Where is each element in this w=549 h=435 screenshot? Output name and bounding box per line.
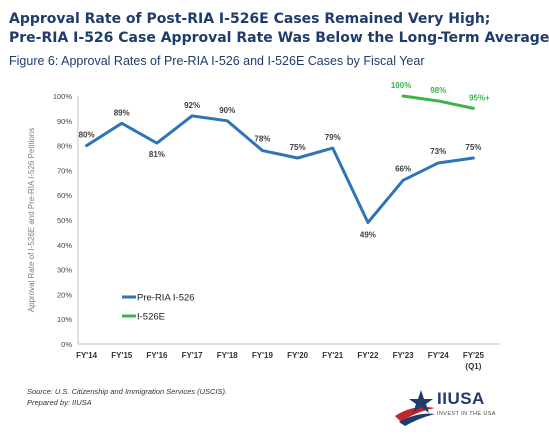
x-tick-label: FY'14 xyxy=(76,351,98,360)
x-tick-label: FY'25 xyxy=(463,351,485,360)
y-tick-label: 90% xyxy=(57,117,72,126)
headline-line-2: Pre-RIA I-526 Case Approval Rate Was Bel… xyxy=(9,30,549,46)
x-tick-label: FY'23 xyxy=(393,351,415,360)
data-label: 98% xyxy=(430,86,446,95)
data-label: 80% xyxy=(79,131,95,140)
data-label: 92% xyxy=(184,101,200,110)
y-tick-label: 60% xyxy=(57,191,72,200)
y-tick-label: 0% xyxy=(61,340,72,349)
figure-subtitle: Figure 6: Approval Rates of Pre-RIA I-52… xyxy=(9,54,425,68)
prepared-by-line: Prepared by: IIUSA xyxy=(27,398,92,407)
y-tick-label: 80% xyxy=(57,142,72,151)
y-tick-label: 50% xyxy=(57,216,72,225)
x-tick-label: FY'22 xyxy=(357,351,379,360)
data-label: 100% xyxy=(391,81,411,90)
legend-label-pre-ria-i-526: Pre-RIA I-526 xyxy=(137,293,195,304)
iiusa-logo: IIUSA INVEST IN THE USA xyxy=(391,386,541,430)
x-tick-label: FY'21 xyxy=(322,351,344,360)
series-line-pre-ria-i-526 xyxy=(85,114,475,224)
x-tick-label: FY'19 xyxy=(252,351,274,360)
y-tick-label: 40% xyxy=(57,241,72,250)
data-label: 49% xyxy=(360,230,376,239)
source-line: Source: U.S. Citizenship and Immigration… xyxy=(27,387,228,396)
data-label: 78% xyxy=(254,135,270,144)
data-label: 79% xyxy=(325,133,341,142)
x-tick-label: FY'18 xyxy=(217,351,239,360)
y-tick-label: 100% xyxy=(53,92,73,101)
logo-tagline: INVEST IN THE USA xyxy=(437,411,496,417)
y-tick-label: 30% xyxy=(57,266,72,275)
y-tick-label: 70% xyxy=(57,166,72,175)
data-label: 95%+ xyxy=(469,93,490,102)
data-label: 90% xyxy=(219,106,235,115)
legend-label-i-526e: I-526E xyxy=(137,312,165,323)
x-tick-label: FY'16 xyxy=(146,351,168,360)
data-label: 81% xyxy=(149,150,165,159)
headline-line-1: Approval Rate of Post-RIA I-526E Cases R… xyxy=(9,11,491,27)
star-swoosh-icon xyxy=(395,390,435,426)
x-tick-label: FY'24 xyxy=(428,351,450,360)
x-tick-label: FY'20 xyxy=(287,351,309,360)
data-label: 66% xyxy=(395,164,411,173)
x-tick-sublabel: (Q1) xyxy=(465,362,481,371)
source-note: Source: U.S. Citizenship and Immigration… xyxy=(27,386,227,408)
series-line-i-526e xyxy=(401,94,475,110)
y-tick-label: 10% xyxy=(57,315,72,324)
x-tick-label: FY'17 xyxy=(182,351,204,360)
logo-wordmark: IIUSA xyxy=(437,389,485,408)
data-label: 75% xyxy=(290,143,306,152)
y-tick-label: 20% xyxy=(57,290,72,299)
headline: Approval Rate of Post-RIA I-526E Cases R… xyxy=(9,10,549,48)
y-axis-title: Approval Rate of I-526E and Pre-RIA I-52… xyxy=(27,128,36,313)
data-label: 75% xyxy=(465,143,481,152)
data-label: 89% xyxy=(114,108,130,117)
data-label: 73% xyxy=(430,147,446,156)
x-tick-label: FY'15 xyxy=(111,351,133,360)
